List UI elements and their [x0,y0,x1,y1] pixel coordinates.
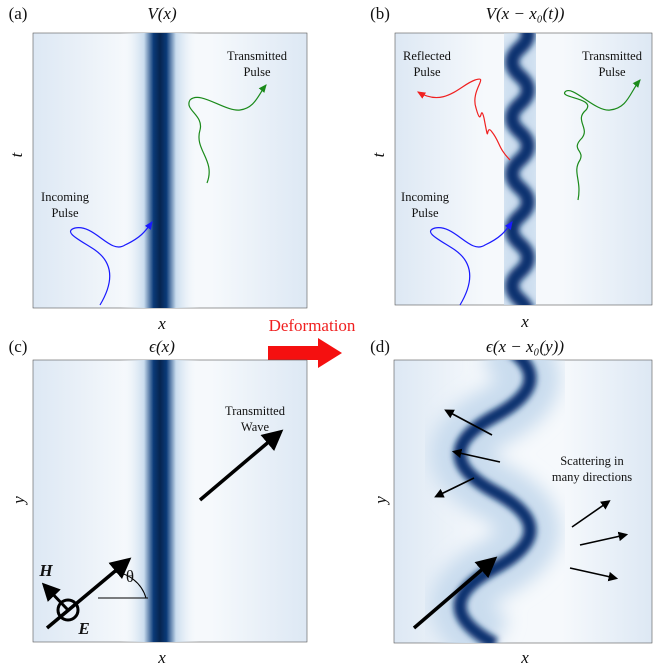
y-axis-label: t [7,151,26,157]
x-axis-label: x [157,314,166,333]
annotation: Transmitted [225,404,286,418]
e-label: E [77,619,89,638]
annotation: Scattering in [560,454,624,468]
annotation: many directions [552,470,632,484]
potential-band [120,33,200,308]
annotation: Pulse [413,65,441,79]
panel-title: ϵ(x) [149,337,175,356]
h-label: H [38,561,53,580]
panel-label: (d) [370,337,390,356]
panel-a: (a) V(x) x t Transmitted Pulse Incoming … [7,4,307,333]
deformation-label: Deformation [269,316,356,335]
panel-d: (d) ϵ(x − x₀(y)) x y Scattering in many … [370,337,652,667]
annotation: Pulse [598,65,626,79]
x-axis-label: x [157,648,166,667]
panel-label: (c) [9,337,28,356]
panel-c: (c) ϵ(x) x y Transmitted Wave θ H E [9,337,307,667]
annotation: Pulse [243,65,271,79]
y-axis-label: y [9,496,28,506]
figure: (a) V(x) x t Transmitted Pulse Incoming … [0,0,654,668]
annotation: Transmitted [227,49,288,63]
panel-b: (b) V(x − x₀(t)) x t Reflected Pulse Tra… [369,4,652,331]
panel-label: (b) [370,4,390,23]
angle-label: θ [126,567,134,586]
y-axis-label: t [369,151,388,157]
y-axis-label: y [371,496,390,506]
annotation: Reflected [403,49,452,63]
x-axis-label: x [520,648,529,667]
panel-title: V(x − x₀(t)) [486,4,565,23]
permittivity-band [120,360,200,642]
panel-title: ϵ(x − x₀(y)) [486,337,564,356]
x-axis-label: x [520,312,529,331]
panel-label: (a) [9,4,28,23]
annotation: Wave [241,420,270,434]
annotation: Pulse [411,206,439,220]
annotation: Incoming [41,190,90,204]
annotation: Incoming [401,190,450,204]
annotation: Pulse [51,206,79,220]
annotation: Transmitted [582,49,643,63]
panel-title: V(x) [147,4,177,23]
